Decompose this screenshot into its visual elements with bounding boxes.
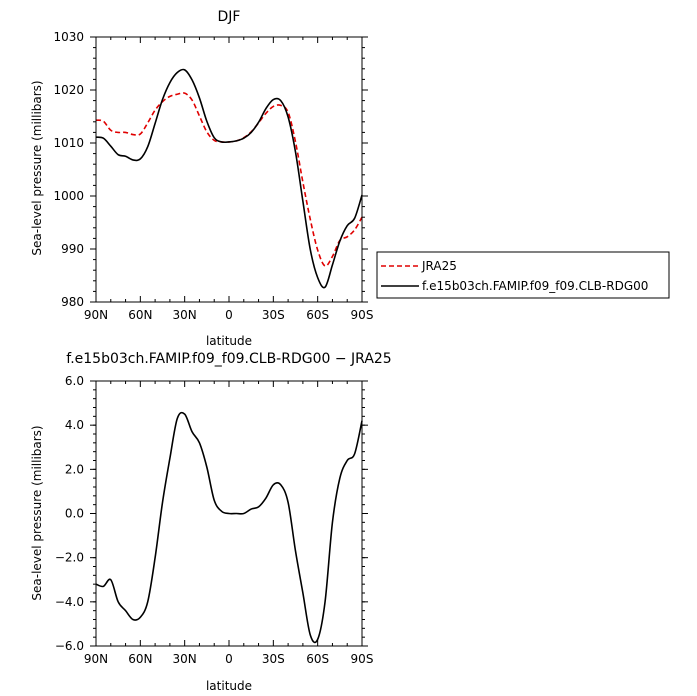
y-tick-label: −6.0 [55,639,84,653]
x-tick-label: 0 [225,652,233,666]
top-chart-tick-labels: 90N 60N 30N 0 30S 60S 90S 980 990 1000 1010 1020 103… [53,30,373,322]
legend: JRA25 f.e15b03ch.FAMIP.f09_f09.CLB-RDG00 [376,251,670,299]
y-tick-label: 2.0 [65,462,84,476]
x-tick-label: 30S [262,308,285,322]
top-chart-series [95,68,363,289]
x-tick-label: 90N [84,308,108,322]
bottom-chart-plot-frame [95,380,363,647]
jra25-series-line [95,92,363,267]
y-tick-label: 980 [61,295,84,309]
y-tick-label: 0.0 [65,507,84,521]
y-tick-label: −4.0 [55,595,84,609]
x-tick-label: 60S [306,308,329,322]
legend-label-model: f.e15b03ch.FAMIP.f09_f09.CLB-RDG00 [422,279,648,293]
y-tick-label: 1010 [53,136,84,150]
y-tick-label: 4.0 [65,418,84,432]
top-chart-ticks [90,36,368,303]
legend-label-jra25: JRA25 [421,259,457,273]
y-tick-label: 1020 [53,83,84,97]
x-tick-label: 30S [262,652,285,666]
bottom-chart-series [95,411,363,644]
top-chart-plot-frame [95,36,363,303]
y-tick-label: 990 [61,242,84,256]
x-tick-label: 60N [128,652,152,666]
bottom-chart-title: f.e15b03ch.FAMIP.f09_f09.CLB-RDG00 − JRA… [66,351,391,367]
x-tick-label: 60N [128,308,152,322]
difference-series-line [95,411,363,644]
bottom-chart-x-axis-label: latitude [206,679,252,693]
y-tick-label: 1030 [53,30,84,44]
bottom-chart: f.e15b03ch.FAMIP.f09_f09.CLB-RDG00 − JRA… [30,351,392,693]
x-tick-label: 30N [173,652,197,666]
y-tick-label: −2.0 [55,551,84,565]
top-chart-title: DJF [218,9,241,25]
x-tick-label: 30N [173,308,197,322]
x-tick-label: 90S [351,652,374,666]
x-tick-label: 0 [225,308,233,322]
top-chart-x-axis-label: latitude [206,334,252,348]
legend-box [376,251,670,299]
f-e15b03ch-famip-f09-f09-clb-rdg00-series-line [95,68,363,289]
x-tick-label: 90S [351,308,374,322]
y-tick-label: 1000 [53,189,84,203]
top-chart-y-axis-label: Sea-level pressure (millibars) [30,80,44,255]
x-tick-label: 90N [84,652,108,666]
top-chart: DJF Sea-level pressure (millibars) latit… [30,9,373,348]
bottom-chart-tick-labels: 90N 60N 30N 0 30S 60S 90S −6.0 −4.0 −2.0 0.0 2.0 4.0… [55,374,374,666]
bottom-chart-y-axis-label: Sea-level pressure (millibars) [30,425,44,600]
y-tick-label: 6.0 [65,374,84,388]
x-tick-label: 60S [306,652,329,666]
